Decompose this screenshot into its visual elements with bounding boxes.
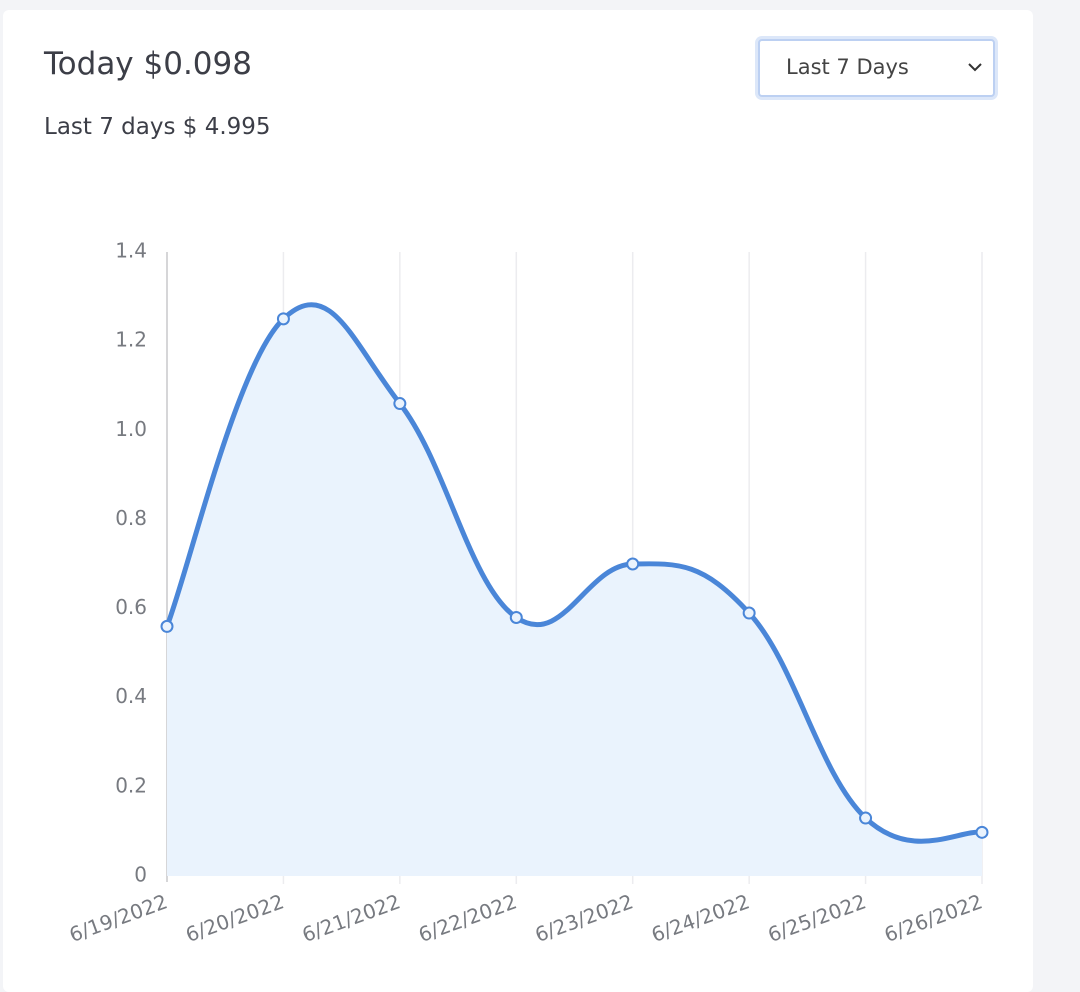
point [626, 557, 640, 571]
point [276, 312, 290, 326]
x-tick-label: 6/21/2022 [299, 889, 404, 947]
range-select[interactable]: Last 7 Days [758, 39, 995, 97]
x-tick-label: 6/25/2022 [765, 889, 870, 947]
chevron [968, 63, 982, 72]
week-total: Last 7 days $ 4.995 [44, 114, 271, 140]
y-tick-label: 1.2 [115, 328, 147, 352]
y-tick-label: 1.4 [115, 239, 147, 263]
point [859, 811, 873, 825]
y-tick-label: 0.8 [115, 506, 147, 530]
area [167, 304, 982, 876]
x-tick-label: 6/26/2022 [881, 889, 986, 947]
y-tick-label: 0.4 [115, 684, 147, 708]
x-tick-label: 6/23/2022 [532, 889, 637, 947]
point [160, 619, 174, 633]
point [509, 610, 523, 624]
point [393, 397, 407, 411]
y-tick-label: 0.2 [115, 773, 147, 797]
x-tick-label: 6/22/2022 [415, 889, 520, 947]
x-tick-label: 6/24/2022 [648, 889, 753, 947]
y-tick-label: 1.0 [115, 417, 147, 441]
x-tick-label: 6/19/2022 [66, 889, 171, 947]
today-total: Today $0.098 [44, 46, 252, 82]
y-tick-label: 0 [134, 863, 147, 887]
point [975, 825, 989, 839]
x-tick-label: 6/20/2022 [182, 889, 287, 947]
y-tick-label: 0.6 [115, 595, 147, 619]
range-select-text: Last 7 Days [786, 55, 909, 79]
point [742, 606, 756, 620]
